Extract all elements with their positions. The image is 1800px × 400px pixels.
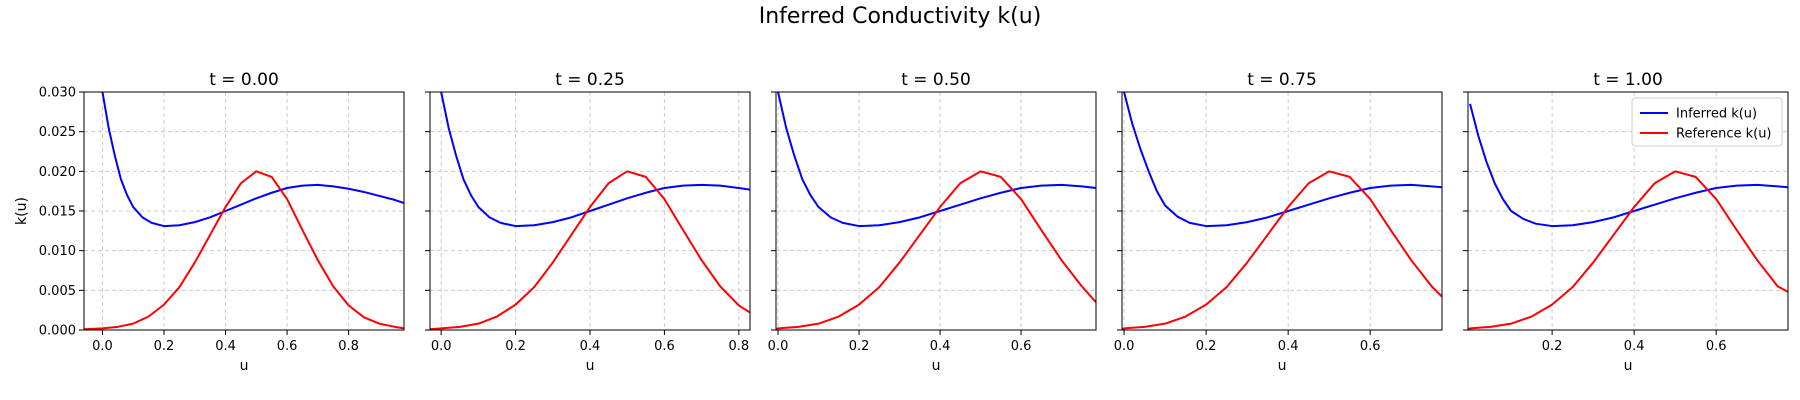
y-tick-label-2: 0.010 bbox=[39, 244, 76, 259]
inferred-line-1 bbox=[440, 92, 750, 228]
x-tick-label-4-0: 0.2 bbox=[1542, 339, 1563, 354]
panels-group: 0.0 0.2 0.4 0.6 0.8 0.000 0.005 0.010 0.015 0.020… bbox=[14, 70, 1789, 374]
x-tick-label-1-2: 0.4 bbox=[580, 339, 601, 354]
x-tick-label-2-0: 0.0 bbox=[768, 339, 789, 354]
panel-3: 0.0 0.2 0.4 0.6 t = 0.75 u bbox=[1114, 70, 1443, 374]
inferred-line-3 bbox=[1123, 92, 1442, 228]
y-tick-label-4: 0.020 bbox=[39, 165, 76, 180]
panel-2: 0.0 0.2 0.4 0.6 t = 0.50 u bbox=[768, 70, 1097, 374]
x-axis-label-1: u bbox=[586, 358, 595, 374]
x-tick-label-1-3: 0.6 bbox=[654, 339, 675, 354]
panel-title-3: t = 0.75 bbox=[1247, 70, 1317, 90]
y-tick-label-0: 0.000 bbox=[39, 324, 76, 339]
x-tick-label-0-0: 0.0 bbox=[92, 339, 113, 354]
legend-label-0: Inferred k(u) bbox=[1676, 107, 1757, 122]
legend-label-1: Reference k(u) bbox=[1676, 127, 1772, 142]
axes-frame-0 bbox=[83, 91, 405, 331]
legend-box bbox=[1631, 97, 1783, 147]
x-tick-label-0-3: 0.6 bbox=[277, 339, 298, 354]
x-tick-label-0-2: 0.4 bbox=[215, 339, 236, 354]
x-tick-label-1-0: 0.0 bbox=[431, 339, 452, 354]
x-tick-label-2-2: 0.4 bbox=[930, 339, 951, 354]
x-tick-label-3-1: 0.2 bbox=[1196, 339, 1217, 354]
figure-title: Inferred Conductivity k(u) bbox=[759, 4, 1042, 29]
x-axis-label-0: u bbox=[240, 358, 249, 374]
panel-title-4: t = 1.00 bbox=[1593, 70, 1663, 90]
x-axis-label-4: u bbox=[1624, 358, 1633, 374]
x-axis-label-2: u bbox=[932, 358, 941, 374]
y-tick-label-5: 0.025 bbox=[39, 125, 76, 140]
x-axis-label-3: u bbox=[1278, 358, 1287, 374]
panel-1: 0.0 0.2 0.4 0.6 0.8 t = 0.25 u bbox=[425, 70, 751, 374]
x-tick-label-3-2: 0.4 bbox=[1278, 339, 1299, 354]
x-tick-label-3-0: 0.0 bbox=[1114, 339, 1135, 354]
panel-title-0: t = 0.00 bbox=[209, 70, 279, 90]
x-tick-label-1-1: 0.2 bbox=[505, 339, 526, 354]
reference-line-2 bbox=[776, 170, 1096, 330]
panel-4: 0.2 0.4 0.6 t = 1.00 u Inferred k(u) Reference… bbox=[1463, 70, 1789, 374]
x-tick-label-3-3: 0.6 bbox=[1360, 339, 1381, 354]
panel-0: 0.0 0.2 0.4 0.6 0.8 0.000 0.005 0.010 0.015 0.020… bbox=[14, 70, 405, 374]
reference-line-4 bbox=[1468, 170, 1788, 330]
y-axis-label: k(u) bbox=[14, 197, 30, 225]
reference-line-3 bbox=[1122, 170, 1442, 330]
inferred-line-0 bbox=[101, 92, 404, 228]
x-tick-label-1-4: 0.8 bbox=[728, 339, 749, 354]
y-tick-label-3: 0.015 bbox=[39, 205, 76, 220]
x-tick-label-0-1: 0.2 bbox=[154, 339, 175, 354]
x-tick-label-4-1: 0.4 bbox=[1624, 339, 1645, 354]
y-tick-label-1: 0.005 bbox=[39, 284, 76, 299]
x-tick-label-2-3: 0.6 bbox=[1011, 339, 1032, 354]
panel-title-2: t = 0.50 bbox=[901, 70, 971, 90]
inferred-line-4 bbox=[1469, 103, 1788, 228]
reference-line-0 bbox=[84, 170, 404, 330]
legend: Inferred k(u) Reference k(u) bbox=[1631, 97, 1783, 147]
panel-title-1: t = 0.25 bbox=[555, 70, 625, 90]
x-tick-label-4-2: 0.6 bbox=[1706, 339, 1727, 354]
reference-line-1 bbox=[430, 170, 750, 330]
y-tick-label-6: 0.030 bbox=[39, 86, 76, 101]
x-tick-label-0-4: 0.8 bbox=[338, 339, 359, 354]
inferred-line-2 bbox=[777, 92, 1096, 228]
x-tick-label-2-1: 0.2 bbox=[849, 339, 870, 354]
